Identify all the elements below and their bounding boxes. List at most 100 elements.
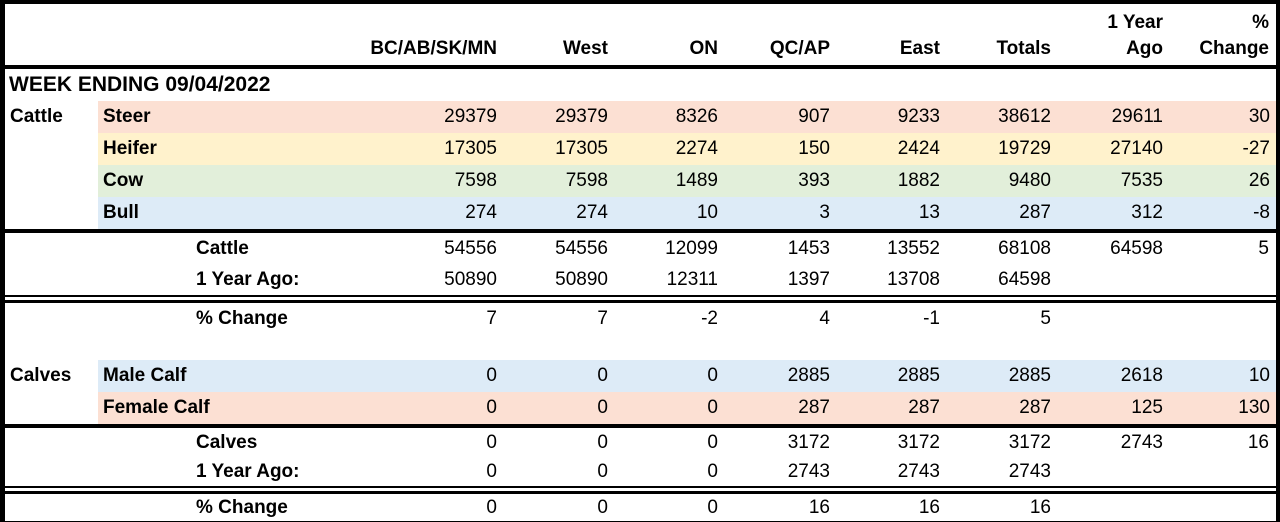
value-cell: 2743 <box>787 460 830 482</box>
row-female-calf: Female Calf 0 0 0 287 287 287 125 130 <box>5 392 1276 424</box>
value-cell: 17305 <box>444 138 497 159</box>
empty-cell <box>5 233 98 264</box>
value-cell <box>1058 303 1170 334</box>
value-cell: 3172 <box>897 431 940 453</box>
value-cell: 0 <box>707 365 718 386</box>
row-cow: Cow 7598 7598 1489 393 1882 9480 7535 26 <box>5 165 1276 197</box>
heifer-band: Heifer 17305 17305 2274 150 2424 19729 2… <box>98 133 1276 165</box>
col-header-west: West <box>504 36 615 62</box>
value-cell: 393 <box>798 170 830 191</box>
value-cell: 312 <box>1131 202 1163 223</box>
value-cell: 27140 <box>1110 138 1163 159</box>
col-header-east: East <box>837 36 947 62</box>
value-cell: 274 <box>576 202 608 223</box>
empty-cell <box>98 303 191 334</box>
value-cell: 30 <box>1248 106 1270 127</box>
value-cell: 4 <box>819 307 830 329</box>
value-cell: 2885 <box>897 365 940 386</box>
value-cell: -1 <box>923 307 940 329</box>
value-cell: 0 <box>486 496 497 518</box>
value-cell <box>1058 457 1170 486</box>
col-header-label: West <box>562 38 608 59</box>
col-header-line1: % <box>1252 12 1269 33</box>
row-calves-total: Calves 0 0 0 3172 3172 3172 2743 16 <box>5 428 1276 457</box>
row-male-calf: Calves Male Calf 0 0 0 2885 2885 2885 26… <box>5 360 1276 392</box>
value-cell: 9480 <box>1008 170 1051 191</box>
value-cell: 287 <box>1019 397 1051 418</box>
empty-cell <box>191 165 283 197</box>
value-cell: 150 <box>798 138 830 159</box>
value-cell: 2618 <box>1120 365 1163 386</box>
value-cell: 3 <box>819 202 830 223</box>
value-cell: -2 <box>701 307 718 329</box>
value-cell: 1882 <box>897 170 940 191</box>
value-cell: 1489 <box>675 170 718 191</box>
value-cell: 64598 <box>1110 237 1163 259</box>
value-cell: 274 <box>465 202 497 223</box>
value-cell: 12099 <box>665 237 718 259</box>
col-header-line1: 1 Year <box>1107 12 1163 33</box>
value-cell: 2743 <box>1120 431 1163 453</box>
value-cell: 0 <box>486 431 497 453</box>
value-cell: 16 <box>1247 431 1269 453</box>
value-cell: 0 <box>597 431 608 453</box>
value-cell: 1453 <box>787 237 830 259</box>
value-cell: 29379 <box>555 106 608 127</box>
week-ending-row: WEEK ENDING 09/04/2022 <box>5 69 1276 101</box>
empty-cell <box>98 428 191 457</box>
value-cell: 12311 <box>666 268 718 290</box>
col-header-qc-ap: QC/AP <box>725 36 837 62</box>
value-cell: 0 <box>707 397 718 418</box>
row-label-female-calf: Female Calf <box>103 397 210 418</box>
empty-cell <box>191 133 283 165</box>
summary-label-year-ago: 1 Year Ago: <box>196 268 300 290</box>
value-cell <box>1170 457 1276 486</box>
value-cell: 17305 <box>555 138 608 159</box>
cattle-summary-divider <box>5 229 1276 233</box>
value-cell: 38612 <box>998 106 1051 127</box>
value-cell: 8326 <box>675 106 718 127</box>
value-cell: 0 <box>707 431 718 453</box>
row-label-male-calf: Male Calf <box>103 365 187 386</box>
value-cell: 2743 <box>1008 460 1051 482</box>
empty-cell <box>98 233 191 264</box>
empty-cell <box>98 494 191 521</box>
calves-summary-divider <box>5 424 1276 428</box>
value-cell: 130 <box>1238 397 1270 418</box>
empty-cell <box>5 428 98 457</box>
section-label-calves: Calves <box>10 365 72 386</box>
row-bull: Bull 274 274 10 3 13 287 312 -8 <box>5 197 1276 229</box>
value-cell: 50890 <box>555 268 608 290</box>
empty-cell <box>191 392 283 424</box>
col-header-pct-change: % Change <box>1170 10 1276 62</box>
value-cell: 0 <box>486 365 497 386</box>
value-cell: 7535 <box>1120 170 1163 191</box>
value-cell: 1397 <box>787 268 830 290</box>
value-cell: 125 <box>1131 397 1163 418</box>
value-cell: 287 <box>1019 202 1051 223</box>
value-cell: 68108 <box>998 237 1051 259</box>
steer-band: Steer 29379 29379 8326 907 9233 38612 29… <box>98 101 1276 133</box>
value-cell: 29379 <box>444 106 497 127</box>
row-cattle-year-ago: 1 Year Ago: 50890 50890 12311 1397 13708… <box>5 264 1276 295</box>
value-cell: 13 <box>918 202 940 223</box>
column-header-row: BC/AB/SK/MN West ON QC/AP East Totals 1 … <box>5 4 1276 65</box>
value-cell: -8 <box>1253 202 1270 223</box>
col-header-bc-ab-sk-mn: BC/AB/SK/MN <box>283 36 504 62</box>
header-divider <box>5 65 1276 69</box>
value-cell <box>1170 494 1276 521</box>
row-calves-year-ago: 1 Year Ago: 0 0 0 2743 2743 2743 <box>5 457 1276 486</box>
col-header-label: BC/AB/SK/MN <box>370 38 497 59</box>
value-cell: 0 <box>597 496 608 518</box>
row-label-heifer: Heifer <box>103 138 157 159</box>
empty-cell <box>5 392 98 424</box>
value-cell: 54556 <box>555 237 608 259</box>
bull-band: Bull 274 274 10 3 13 287 312 -8 <box>98 197 1276 229</box>
summary-label-year-ago: 1 Year Ago: <box>196 460 300 482</box>
value-cell: 2885 <box>787 365 830 386</box>
value-cell: 16 <box>918 496 940 518</box>
value-cell <box>1170 303 1276 334</box>
value-cell: 0 <box>707 460 718 482</box>
value-cell: 10 <box>696 202 718 223</box>
